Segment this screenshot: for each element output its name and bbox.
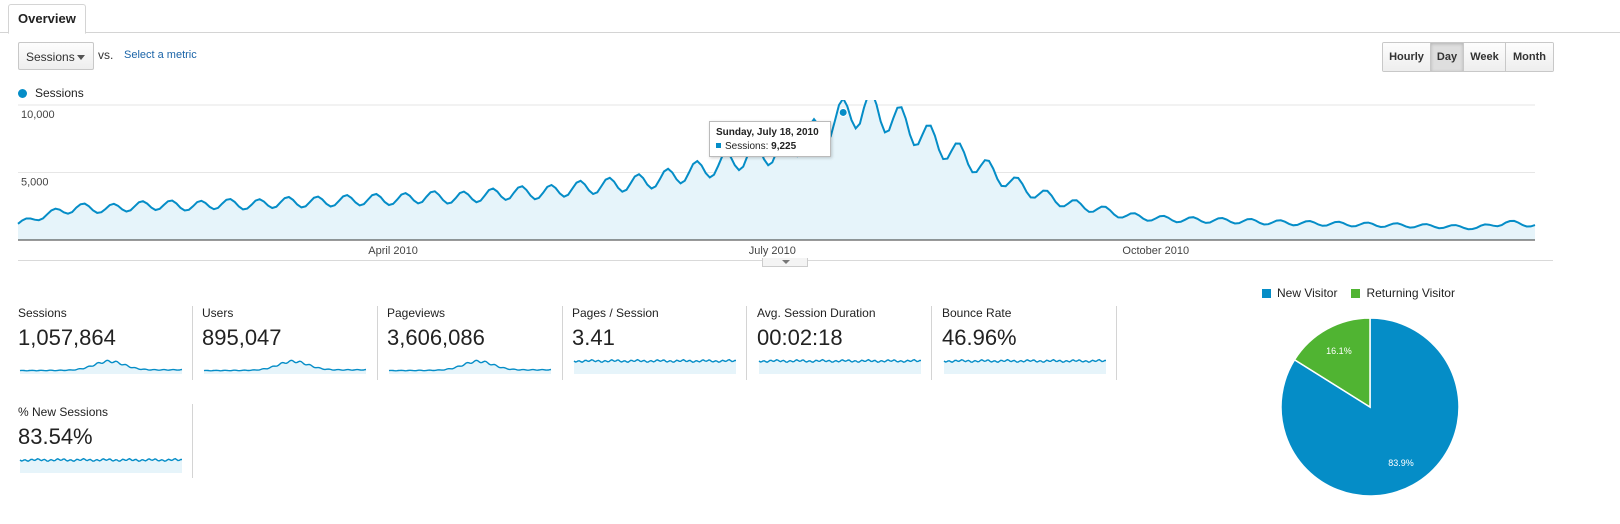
metric-label: Avg. Session Duration xyxy=(757,306,876,320)
metric-sparkline xyxy=(388,359,552,374)
select-metric-link[interactable]: Select a metric xyxy=(124,49,197,61)
sparkline-line xyxy=(19,359,183,372)
pie-slice-label: 16.1% xyxy=(1326,346,1352,356)
card-divider xyxy=(377,306,378,380)
sparkline-line xyxy=(388,359,552,372)
sparkline-area xyxy=(204,360,366,374)
metric-sparkline xyxy=(943,358,1106,374)
sparkline-line xyxy=(203,359,367,372)
sparkline-area xyxy=(944,359,1106,374)
visitor-type-pie-chart[interactable]: 83.9% 16.1% xyxy=(1278,316,1462,500)
pie-legend-returning-visitor[interactable]: Returning Visitor xyxy=(1351,286,1455,300)
metric-value: 46.96% xyxy=(942,325,1017,350)
legend-series-sessions: Sessions xyxy=(35,86,84,100)
tooltip-label: Sessions: xyxy=(725,141,769,152)
metric-sparkline xyxy=(203,359,367,374)
metric-value: 895,047 xyxy=(202,325,282,350)
metric-sparkline xyxy=(19,457,182,473)
x-tick-label: April 2010 xyxy=(368,245,418,257)
card-divider xyxy=(931,306,932,380)
y-tick-label: 10,000 xyxy=(21,109,55,121)
series-square-icon xyxy=(716,143,721,148)
tooltip-value: 9,225 xyxy=(771,141,797,152)
chart-collapse-handle[interactable] xyxy=(762,258,808,267)
x-tick-label: October 2010 xyxy=(1122,245,1189,257)
pie-legend-new-visitor[interactable]: New Visitor xyxy=(1262,286,1337,300)
pie-slice-label: 83.9% xyxy=(1388,458,1414,468)
metric-card-new-sessions[interactable]: % New Sessions 83.54% xyxy=(18,405,190,481)
card-divider xyxy=(562,306,563,380)
month-button[interactable]: Month xyxy=(1506,43,1553,71)
x-tick-label: July 2010 xyxy=(749,245,796,257)
metric-value: 3.41 xyxy=(572,325,615,350)
metric-sparkline xyxy=(573,358,736,374)
tab-bar: Overview xyxy=(0,0,1620,34)
metric-value: 3,606,086 xyxy=(387,325,485,350)
series-area-sessions xyxy=(18,100,1535,240)
hourly-button[interactable]: Hourly xyxy=(1383,43,1431,71)
card-divider xyxy=(746,306,747,380)
metric-label: Users xyxy=(202,306,234,320)
sparkline-line xyxy=(573,358,736,363)
metric-card-sessions[interactable]: Sessions 1,057,864 xyxy=(18,306,190,382)
metric-card-avg-session-duration[interactable]: Avg. Session Duration 00:02:18 xyxy=(757,306,929,382)
series-dot-icon xyxy=(18,88,27,98)
metric-value: 1,057,864 xyxy=(18,325,116,350)
metric-card-pageviews[interactable]: Pageviews 3,606,086 xyxy=(387,306,559,382)
metric-sparkline xyxy=(758,358,921,374)
sparkline-line xyxy=(943,358,1106,363)
chevron-down-icon xyxy=(782,260,790,264)
metric-value: 83.54% xyxy=(18,424,93,449)
card-divider xyxy=(1116,306,1117,380)
metric-card-users[interactable]: Users 895,047 xyxy=(202,306,374,382)
tooltip-date: Sunday, July 18, 2010 xyxy=(716,127,819,138)
metric-select-value: Sessions xyxy=(26,50,75,64)
pie-legend-label: Returning Visitor xyxy=(1366,286,1455,300)
sparkline-area xyxy=(20,458,182,473)
granularity-toggle: Hourly Day Week Month xyxy=(1382,42,1554,72)
metric-card-pages-per-session[interactable]: Pages / Session 3.41 xyxy=(572,306,744,382)
legend-swatch-icon xyxy=(1351,288,1361,298)
sparkline-line xyxy=(758,358,921,363)
sparkline-area xyxy=(20,360,182,374)
chart-tooltip: Sunday, July 18, 2010 Sessions: 9,225 xyxy=(709,121,831,157)
metric-value: 00:02:18 xyxy=(757,325,843,350)
legend-swatch-icon xyxy=(1262,288,1271,298)
metric-label: Pageviews xyxy=(387,306,446,320)
sparkline-area xyxy=(389,360,551,374)
metric-sparkline xyxy=(19,359,183,374)
tab-overview[interactable]: Overview xyxy=(8,4,86,34)
chevron-down-icon xyxy=(77,55,85,60)
sparkline-line xyxy=(19,457,182,462)
vs-label: vs. xyxy=(98,48,114,62)
sparkline-area xyxy=(574,359,736,374)
sparkline-area xyxy=(759,359,921,374)
chart-legend: Sessions xyxy=(18,86,84,100)
card-divider xyxy=(192,404,193,478)
metric-label: Pages / Session xyxy=(572,306,659,320)
day-button[interactable]: Day xyxy=(1431,43,1464,71)
card-divider xyxy=(192,306,193,380)
metric-label: % New Sessions xyxy=(18,405,109,419)
week-button[interactable]: Week xyxy=(1464,43,1506,71)
y-tick-label: 5,000 xyxy=(21,177,49,189)
metric-select[interactable]: Sessions xyxy=(18,42,94,70)
pie-legend: New Visitor Returning Visitor xyxy=(1262,286,1469,300)
metric-label: Bounce Rate xyxy=(942,306,1012,320)
pie-legend-label: New Visitor xyxy=(1277,286,1338,300)
metric-card-bounce-rate[interactable]: Bounce Rate 46.96% xyxy=(942,306,1114,382)
metric-label: Sessions xyxy=(18,306,67,320)
pie-slice-returning-visitor[interactable] xyxy=(1293,317,1371,409)
highlight-point[interactable] xyxy=(838,107,848,117)
